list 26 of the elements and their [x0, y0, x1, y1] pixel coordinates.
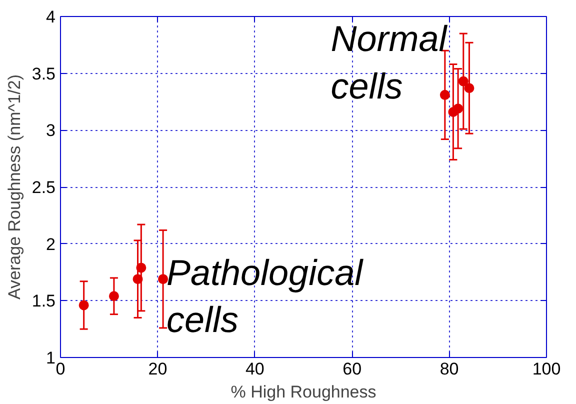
point	[453, 104, 464, 114]
point	[464, 83, 474, 94]
annotation: Pathological cells	[166, 252, 364, 340]
point	[78, 300, 89, 310]
x-tick-label: 40	[245, 360, 264, 378]
point	[158, 274, 168, 284]
y-tick-label: 2	[46, 234, 56, 254]
x-tick-label: 0	[56, 360, 66, 378]
y-tick-label: 1	[46, 348, 56, 368]
x-tick-label: 60	[342, 360, 362, 378]
x-tick-label: 80	[440, 360, 459, 378]
x-tick-label: 20	[148, 360, 168, 378]
point	[458, 76, 468, 86]
y-tick-label: 4	[46, 8, 56, 26]
point	[132, 274, 143, 284]
x-tick-label: 100	[532, 360, 561, 378]
point	[108, 291, 119, 302]
point	[136, 262, 146, 273]
y-axis-title: Average Roughness (nm^1/2)	[4, 74, 24, 300]
y-tick-label: 2.5	[32, 178, 56, 197]
annotation: Normal cells	[330, 18, 448, 106]
y-tick-label: 3.5	[32, 64, 56, 84]
y-tick-label: 3	[46, 121, 56, 140]
x-axis-title: % High Roughness	[230, 382, 376, 402]
y-tick-label: 1.5	[32, 292, 56, 311]
point	[440, 90, 450, 100]
